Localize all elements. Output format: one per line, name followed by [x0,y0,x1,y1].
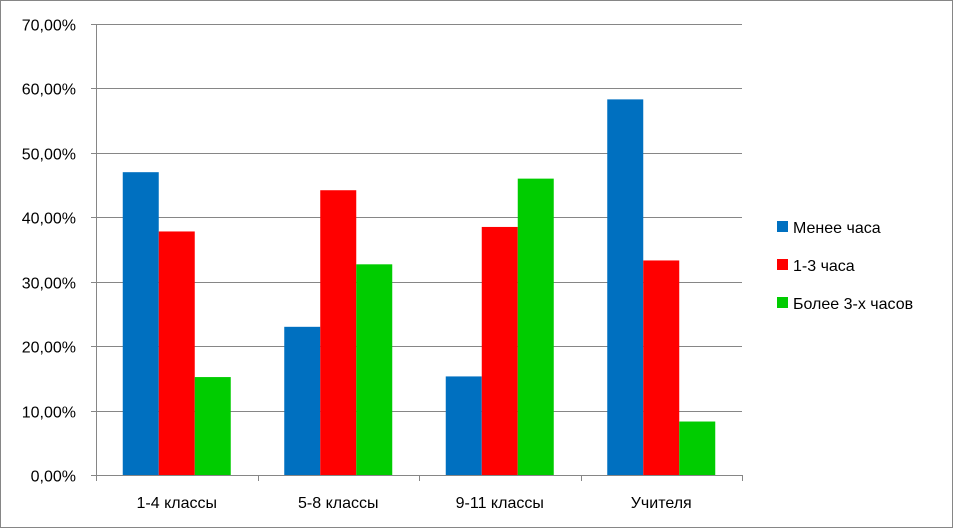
y-tick-label: 50,00% [22,147,76,164]
legend-label: Менее часа [793,220,881,237]
legend-swatch [777,221,788,232]
legend-swatch [777,297,788,308]
y-tick-label: 10,00% [22,405,76,422]
bar [320,190,357,475]
x-tick-label: 1-4 классы [137,495,217,512]
bar [679,421,716,475]
bar [643,260,680,475]
y-tick-label: 40,00% [22,211,76,228]
bars [122,99,716,475]
y-tick-label: 0,00% [31,469,76,486]
legend-swatch [777,259,788,270]
bar [194,377,231,475]
bar [158,231,195,475]
bar [122,172,159,475]
legend-label: 1-3 часа [793,258,855,275]
legend-label: Более 3-х часов [793,296,913,313]
bar [445,376,482,475]
bar [356,264,393,475]
y-tick-label: 70,00% [22,18,76,35]
bar [517,178,554,475]
y-tick-label: 60,00% [22,82,76,99]
y-axis: 0,00% 10,00% 20,00% 30,00% 40,00% 50,00% 60,00… [22,18,97,486]
bar [481,226,518,475]
y-tick-label: 20,00% [22,340,76,357]
y-tick-label: 30,00% [22,276,76,293]
x-tick-label: Учителя [631,495,692,512]
legend: Менее часа 1-3 часа Более 3-х часов [777,220,913,313]
x-axis: 1-4 классы 5-8 классы 9-11 классы Учителя [96,475,743,512]
bar [607,99,644,475]
x-tick-label: 5-8 классы [298,495,378,512]
bar [284,326,321,475]
x-tick-label: 9-11 классы [456,495,544,512]
